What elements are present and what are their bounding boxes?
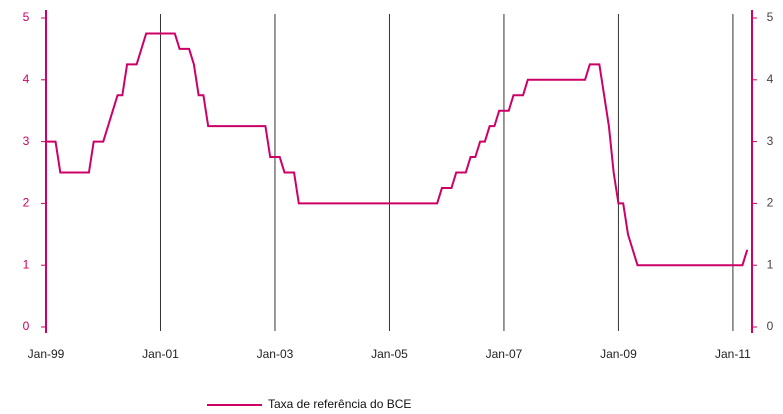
legend-label: Taxa de referência do BCE [268,397,411,411]
x-tick-label: Jan-99 [28,347,65,361]
x-tick-label: Jan-07 [486,347,523,361]
x-tick-label: Jan-03 [257,347,294,361]
y-tick-label: 2 [23,196,30,210]
x-tick-label: Jan-09 [600,347,637,361]
y2-tick-label: 0 [767,319,774,333]
line-series [46,32,749,267]
y2-tick-label: 1 [767,257,774,271]
y-tick-label: 0 [23,319,30,333]
y2-tick-label: 5 [767,10,774,24]
x-tick-label: Jan-05 [371,347,408,361]
x-tick-label: Jan-11 [715,347,751,361]
y-tick-label: 1 [23,257,30,271]
y2-tick-label: 4 [767,72,774,86]
y2-tick-label: 2 [767,196,774,210]
y-tick-label: 5 [23,10,30,24]
y2-tick-label: 3 [767,134,774,148]
x-tick-label: Jan-01 [142,347,179,361]
y-tick-label: 3 [23,134,30,148]
y-tick-label: 4 [23,72,30,86]
